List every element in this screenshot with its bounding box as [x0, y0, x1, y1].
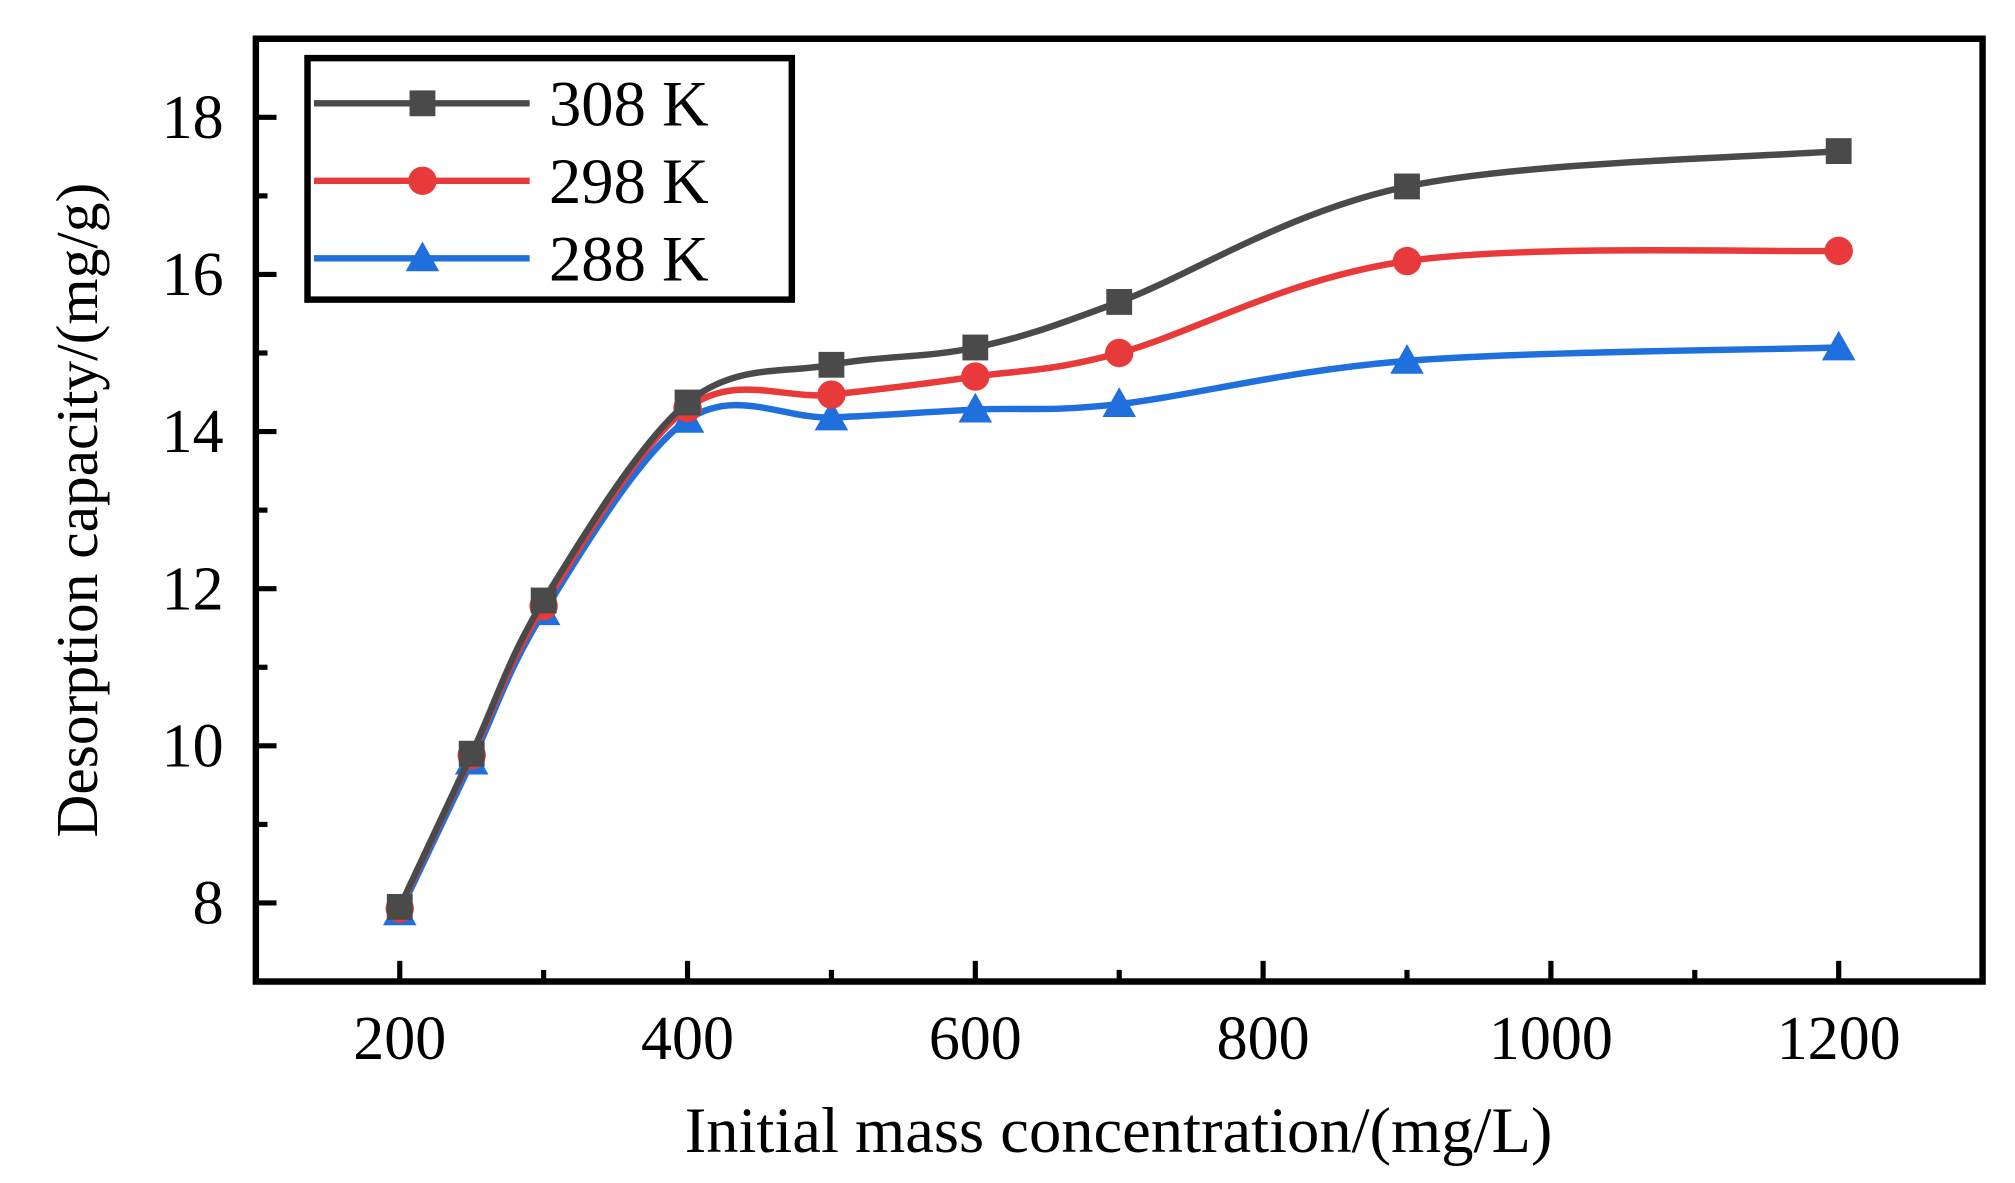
- data-point-308-k: [530, 587, 557, 614]
- y-tick-label: 8: [193, 870, 224, 938]
- x-tick-label: 600: [929, 1005, 1022, 1073]
- y-tick-label: 18: [162, 84, 224, 152]
- data-point-308-k: [458, 740, 485, 767]
- y-tick-label: 14: [162, 398, 224, 466]
- data-point-308-k: [386, 893, 413, 920]
- data-point-308-k: [818, 351, 845, 378]
- series-line-288-k: [396, 344, 1839, 914]
- data-point-288-k: [1390, 344, 1424, 374]
- data-point-298-k: [817, 380, 846, 409]
- x-axis-label: Initial mass concentration/(mg/L): [685, 1094, 1553, 1166]
- legend-marker: [408, 166, 437, 196]
- data-point-298-k: [1105, 338, 1134, 368]
- series-group: [382, 138, 1856, 926]
- y-tick-label: 10: [162, 712, 224, 780]
- data-point-288-k: [1821, 330, 1856, 361]
- data-point-288-k: [958, 392, 993, 423]
- x-tick-label: 400: [641, 1005, 734, 1073]
- data-point-308-k: [674, 389, 701, 416]
- data-point-298-k: [1392, 246, 1422, 276]
- data-point-288-k: [1102, 387, 1137, 417]
- axis-ticks: 200 400 600 800 1000 1200 8 10 12 14 16 18: [162, 36, 1986, 1073]
- data-point-308-k: [1394, 173, 1420, 200]
- legend-label: 308 K: [549, 67, 709, 139]
- x-tick-label: 200: [353, 1005, 446, 1073]
- x-tick-label: 1000: [1489, 1005, 1613, 1073]
- x-tick-label: 800: [1217, 1005, 1310, 1073]
- data-point-308-k: [1106, 289, 1133, 315]
- y-axis-label: Desorption capacity/(mg/g): [44, 183, 110, 838]
- legend-marker: [405, 241, 440, 272]
- legend-label: 298 K: [549, 145, 709, 217]
- data-point-288-k: [814, 400, 849, 431]
- data-point-298-k: [961, 362, 990, 391]
- y-tick-label: 16: [162, 241, 224, 309]
- data-point-298-k: [1824, 236, 1853, 266]
- legend-marker: [409, 90, 436, 117]
- x-tick-label: 1200: [1777, 1005, 1901, 1073]
- data-point-308-k: [962, 334, 989, 361]
- plot-frame: [252, 35, 1986, 985]
- legend-label: 288 K: [549, 222, 709, 294]
- y-tick-label: 12: [162, 555, 224, 623]
- data-point-308-k: [1825, 138, 1852, 165]
